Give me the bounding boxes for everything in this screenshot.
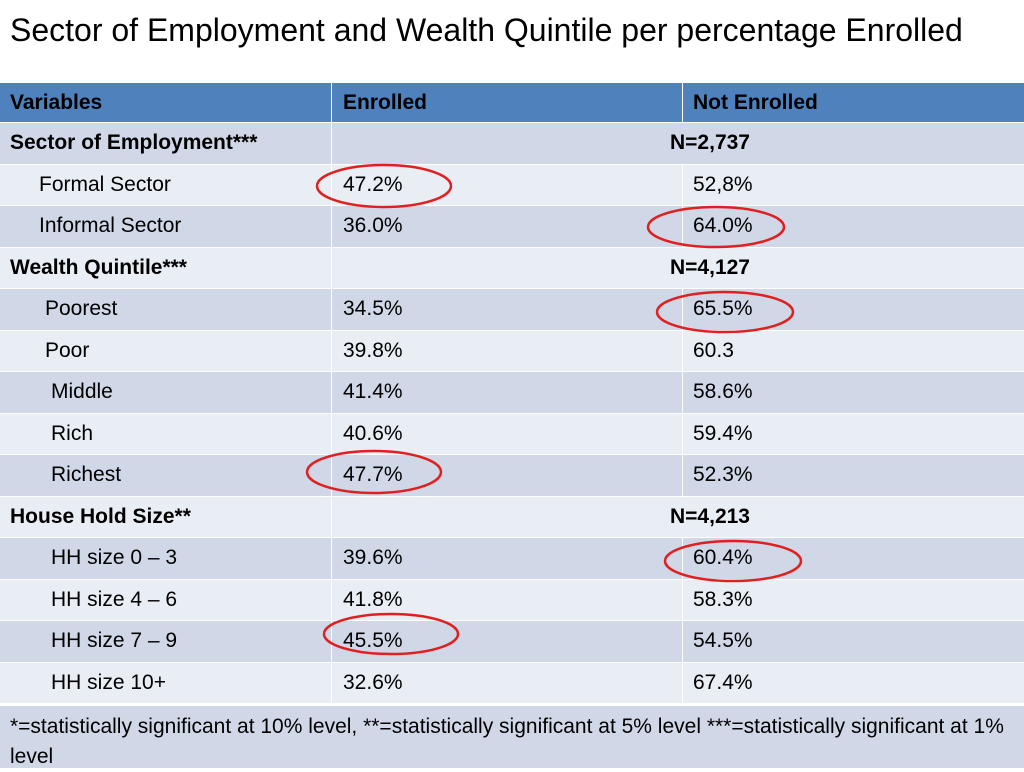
not-enrolled-value: 58.6% xyxy=(693,380,753,404)
header-not-enrolled: Not Enrolled xyxy=(693,90,818,114)
enrollment-table: Variables Enrolled Not Enrolled Sector o… xyxy=(0,83,1024,704)
not-enrolled-value: 52,8% xyxy=(693,172,753,196)
table-row: HH size 0 – 3 39.6% 60.4% xyxy=(0,538,1024,580)
section-row-employment: Sector of Employment*** N=2,737 xyxy=(0,123,1024,165)
not-enrolled-value: 54.5% xyxy=(693,629,753,653)
slide-title: Sector of Employment and Wealth Quintile… xyxy=(10,12,963,48)
section-n-count: N=4,213 xyxy=(670,504,750,528)
enrolled-value: 34.5% xyxy=(332,289,683,330)
enrolled-value: 45.5% xyxy=(332,621,683,662)
enrolled-value: 32.6% xyxy=(332,662,683,703)
enrolled-value: 40.6% xyxy=(332,413,683,454)
table-row: Formal Sector 47.2% 52,8% xyxy=(0,164,1024,206)
not-enrolled-value: 58.3% xyxy=(693,587,753,611)
row-label: Informal Sector xyxy=(0,206,332,247)
table-row: Informal Sector 36.0% 64.0% xyxy=(0,206,1024,248)
header-variables: Variables xyxy=(0,83,332,122)
row-label: Middle xyxy=(0,372,332,413)
row-label: Richest xyxy=(0,455,332,496)
not-enrolled-value: 59.4% xyxy=(693,421,753,445)
not-enrolled-value: 60.3 xyxy=(693,338,734,362)
row-label: Poor xyxy=(0,330,332,371)
table-row: Rich 40.6% 59.4% xyxy=(0,413,1024,455)
section-label: Sector of Employment*** xyxy=(0,123,332,164)
enrolled-value: 47.7% xyxy=(332,455,683,496)
section-n-count: N=4,127 xyxy=(670,255,750,279)
not-enrolled-value: 65.5% xyxy=(693,297,753,321)
row-label: HH size 0 – 3 xyxy=(0,538,332,579)
row-label: HH size 7 – 9 xyxy=(0,621,332,662)
enrolled-value: 41.8% xyxy=(332,579,683,620)
header-enrolled: Enrolled xyxy=(332,83,683,122)
section-row-household: House Hold Size** N=4,213 xyxy=(0,496,1024,538)
not-enrolled-value: 60.4% xyxy=(693,546,753,570)
table-row: HH size 7 – 9 45.5% 54.5% xyxy=(0,621,1024,663)
enrolled-value: 47.2% xyxy=(332,164,683,205)
row-label: Poorest xyxy=(0,289,332,330)
not-enrolled-value: 52.3% xyxy=(693,463,753,487)
enrolled-value: 41.4% xyxy=(332,372,683,413)
table-row: HH size 4 – 6 41.8% 58.3% xyxy=(0,579,1024,621)
row-label: Rich xyxy=(0,413,332,454)
table-row: HH size 10+ 32.6% 67.4% xyxy=(0,662,1024,704)
table-row: Middle 41.4% 58.6% xyxy=(0,372,1024,414)
section-row-wealth: Wealth Quintile*** N=4,127 xyxy=(0,247,1024,289)
enrolled-value: 39.6% xyxy=(332,538,683,579)
row-label: Formal Sector xyxy=(0,164,332,205)
row-label: HH size 10+ xyxy=(0,662,332,703)
significance-footnote: *=statistically significant at 10% level… xyxy=(0,706,1024,768)
table-row: Richest 47.7% 52.3% xyxy=(0,455,1024,497)
not-enrolled-value: 67.4% xyxy=(693,670,753,694)
not-enrolled-value: 64.0% xyxy=(693,214,753,238)
section-label: Wealth Quintile*** xyxy=(0,247,332,288)
section-n-count: N=2,737 xyxy=(670,131,750,155)
enrolled-value: 39.8% xyxy=(332,330,683,371)
section-label: House Hold Size** xyxy=(0,496,332,537)
table-header-row: Variables Enrolled Not Enrolled xyxy=(0,83,1024,123)
table-row: Poorest 34.5% 65.5% xyxy=(0,289,1024,331)
table-row: Poor 39.8% 60.3 xyxy=(0,330,1024,372)
enrolled-value: 36.0% xyxy=(332,206,683,247)
row-label: HH size 4 – 6 xyxy=(0,579,332,620)
